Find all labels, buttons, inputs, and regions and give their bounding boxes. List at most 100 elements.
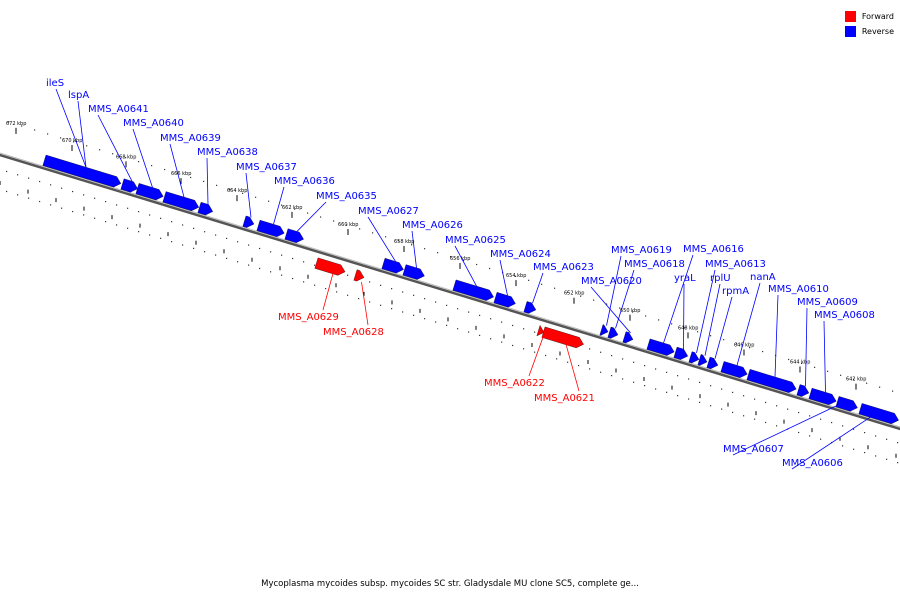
gene-arrow-mms_a0637[interactable] [242, 215, 256, 229]
guide-dot [600, 371, 602, 373]
guide-dot [736, 343, 738, 345]
gene-label-mms_a0628[interactable]: MMS_A0628 [323, 327, 384, 338]
gene-label-mms_a0620[interactable]: MMS_A0620 [581, 276, 642, 287]
gene-arrow-rplu[interactable] [697, 354, 709, 367]
guide-dot [743, 395, 745, 397]
leader-line [823, 320, 826, 393]
guide-dot [125, 157, 127, 159]
gene-arrow-mms_a0625[interactable] [452, 279, 495, 302]
gene-label-mms_a0635[interactable]: MMS_A0635 [316, 191, 377, 202]
gene-arrow-mms_a0613[interactable] [688, 351, 701, 365]
gene-arrow-mms_a0636[interactable] [256, 219, 286, 238]
legend: Forward Reverse [844, 9, 894, 39]
gene-arrow-nana[interactable] [720, 361, 749, 379]
gene-arrow-mms_a0623[interactable] [523, 301, 538, 315]
gene-label-iles[interactable]: ileS [46, 78, 64, 89]
guide-dot [164, 168, 166, 171]
gene-label-mms_a0608[interactable]: MMS_A0608 [814, 310, 875, 321]
gene-label-mms_a0636[interactable]: MMS_A0636 [274, 176, 335, 187]
genome-backbone-highlight [0, 152, 900, 428]
gene-label-mms_a0640[interactable]: MMS_A0640 [123, 118, 184, 129]
guide-dot [325, 287, 327, 290]
gene-label-mms_a0609[interactable]: MMS_A0609 [797, 297, 858, 308]
guide-dot [424, 298, 426, 300]
gene-label-nana[interactable]: nanA [750, 272, 776, 283]
gene-arrow-mms_a0609[interactable] [796, 384, 811, 399]
gene-label-yral[interactable]: yraL [674, 273, 696, 284]
guide-dot [809, 435, 811, 437]
guide-dot [369, 281, 371, 283]
gene-label-mms_a0619[interactable]: MMS_A0619 [611, 245, 672, 256]
gene-arrow-mms_a0628[interactable] [353, 269, 366, 283]
leader-line [683, 283, 685, 350]
gene-arrow-mms_a0619[interactable] [599, 324, 610, 338]
gene-label-mms_a0607[interactable]: MMS_A0607 [723, 444, 784, 455]
gene-arrow-mms_a0624[interactable] [493, 292, 517, 309]
gene-label-mms_a0626[interactable]: MMS_A0626 [402, 220, 463, 231]
gene-arrow-mms_a0618[interactable] [607, 326, 620, 340]
gene-label-mms_a0624[interactable]: MMS_A0624 [490, 249, 551, 260]
gene-label-mms_a0621[interactable]: MMS_A0621 [534, 393, 595, 404]
gene-arrow-mms_a0621[interactable] [541, 326, 585, 350]
gene-arrow-mms_a0620[interactable] [622, 331, 635, 345]
guide-dot [684, 327, 686, 329]
gene-arrow-iles[interactable] [42, 154, 123, 189]
gene-arrow-mms_a0640[interactable] [135, 183, 165, 201]
guide-dot [842, 425, 844, 427]
gene-arrow-mms_a0639[interactable] [162, 191, 201, 213]
leader-line [132, 128, 153, 188]
gene-arrow-mms_a0606[interactable] [858, 403, 900, 425]
gene-label-mms_a0627[interactable]: MMS_A0627 [358, 206, 419, 217]
gene-label-mms_a0610[interactable]: MMS_A0610 [768, 284, 829, 295]
gene-arrow-mms_a0610[interactable] [746, 369, 798, 394]
gene-arrow-mms_a0616[interactable] [646, 338, 676, 357]
gene-arrow-mms_a0638[interactable] [197, 202, 215, 217]
gene-arrow-mms_a0629[interactable] [314, 257, 347, 277]
guide-dot [259, 267, 261, 270]
guide-dot [435, 321, 437, 323]
gene-label-mms_a0606[interactable]: MMS_A0606 [782, 458, 843, 469]
gene-label-mms_a0625[interactable]: MMS_A0625 [445, 235, 506, 246]
gene-label-mms_a0641[interactable]: MMS_A0641 [88, 104, 149, 115]
gene-label-mms_a0629[interactable]: MMS_A0629 [278, 312, 339, 323]
gene-label-mms_a0622[interactable]: MMS_A0622 [484, 378, 545, 389]
guide-dot [86, 145, 88, 147]
gene-labels: ileS lspA MMS_A0641 MMS_A0640 MMS_A0639 MMS_A… [46, 78, 883, 470]
guide-dot [314, 264, 316, 266]
gene-label-mms_a0637[interactable]: MMS_A0637 [236, 162, 297, 173]
gene-label-mms_a0639[interactable]: MMS_A0639 [160, 133, 221, 144]
guide-dot [593, 299, 595, 301]
gene-arrow-yral[interactable] [673, 346, 690, 361]
guide-dot [61, 187, 63, 189]
gene-arrow-mms_a0635[interactable] [284, 228, 305, 245]
tick-label: 646 kbp [734, 342, 754, 348]
guide-dot [94, 197, 96, 199]
gene-label-mms_a0613[interactable]: MMS_A0613 [705, 259, 766, 270]
gene-arrow-mms_a0608[interactable] [808, 387, 838, 406]
guide-dot [116, 204, 118, 206]
guide-dot [303, 281, 305, 283]
guide-dot [732, 411, 734, 414]
guide-dot [105, 201, 107, 203]
gene-arrow-mms_a0627[interactable] [381, 258, 405, 275]
gene-label-rpma[interactable]: rpmA [722, 286, 749, 297]
guide-dot [463, 259, 465, 262]
gene-arrow-mms_a0607[interactable] [835, 396, 859, 413]
gene-label-mms_a0618[interactable]: MMS_A0618 [624, 259, 685, 270]
guide-dot [34, 129, 36, 131]
gene-label-rplu[interactable]: rplU [710, 273, 731, 284]
legend-label-forward: Forward [861, 12, 894, 21]
gene-label-mms_a0638[interactable]: MMS_A0638 [197, 147, 258, 158]
guide-dot [468, 311, 470, 313]
guide-dot [193, 227, 195, 229]
gene-label-mms_a0623[interactable]: MMS_A0623 [533, 262, 594, 273]
gene-arrow-rpma[interactable] [706, 356, 720, 370]
guide-dot [270, 271, 272, 273]
guide-dot [372, 232, 374, 234]
gene-label-lspa[interactable]: lspA [68, 90, 89, 101]
gene-label-mms_a0616[interactable]: MMS_A0616 [683, 244, 744, 255]
gene-arrow-mms_a0626[interactable] [402, 264, 426, 282]
gene-arrow-mms_a0622[interactable] [536, 325, 546, 337]
guide-dot [697, 331, 699, 333]
guide-dot [534, 351, 536, 353]
